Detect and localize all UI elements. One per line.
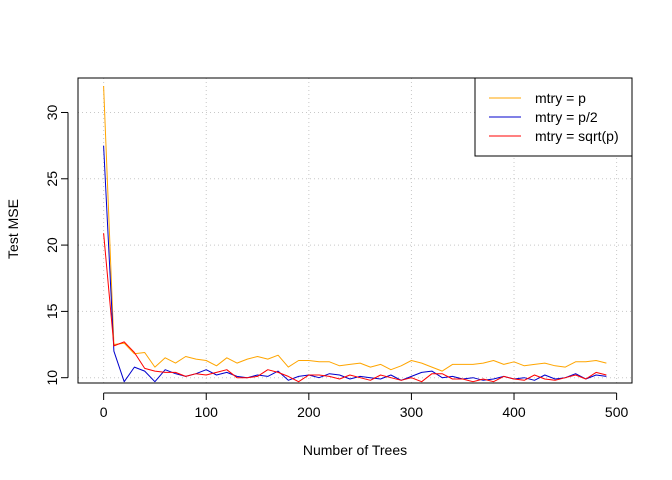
y-tick-label-2: 20 (44, 237, 60, 253)
y-tick-label-3: 25 (44, 171, 60, 187)
y-tick-label-4: 30 (44, 104, 60, 120)
series-lines (103, 85, 607, 383)
x-axis: 0 100 200 300 400 500 (100, 392, 629, 420)
plot-box (77, 77, 633, 384)
x-tick-label-2: 200 (297, 404, 321, 420)
x-tick-label-4: 400 (502, 404, 526, 420)
x-axis-label: Number of Trees (303, 442, 407, 458)
legend-label-3: mtry = sqrt(p) (535, 128, 619, 144)
x-tick-label-3: 300 (400, 404, 424, 420)
legend-label-2: mtry = p/2 (535, 109, 598, 125)
series-line-1 (103, 85, 607, 372)
y-axis-label: Test MSE (5, 199, 21, 259)
y-tick-label-1: 15 (44, 303, 60, 319)
legend: mtry = p mtry = p/2 mtry = sqrt(p) (474, 77, 633, 157)
y-axis: 10 15 20 25 30 (44, 104, 69, 386)
series-line-3 (103, 233, 607, 383)
y-tick-label-0: 10 (44, 370, 60, 386)
x-tick-label-1: 100 (195, 404, 219, 420)
series-line-2 (103, 145, 607, 383)
legend-label-1: mtry = p (535, 90, 586, 106)
x-tick-label-5: 500 (605, 404, 629, 420)
x-tick-label-0: 0 (100, 404, 108, 420)
